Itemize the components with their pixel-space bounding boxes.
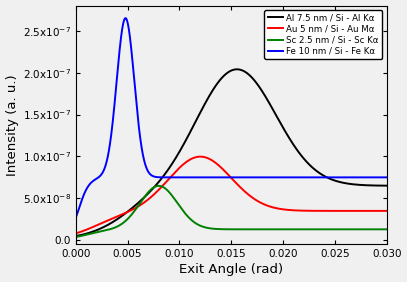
Au 5 nm / Si - Au Mα — [384, 209, 389, 213]
Au 5 nm / Si - Au Mα — [192, 156, 197, 159]
Al 7.5 nm / Si - Al Kα — [73, 234, 78, 238]
Al 7.5 nm / Si - Al Kα — [305, 161, 310, 165]
Al 7.5 nm / Si - Al Kα — [276, 117, 280, 120]
Sc 2.5 nm / Si - Sc Kα — [329, 228, 334, 231]
Fe 10 nm / Si - Fe Kα — [305, 176, 310, 179]
Line: Al 7.5 nm / Si - Al Kα: Al 7.5 nm / Si - Al Kα — [76, 69, 387, 236]
Sc 2.5 nm / Si - Sc Kα — [130, 212, 135, 215]
Fe 10 nm / Si - Fe Kα — [73, 216, 78, 220]
Fe 10 nm / Si - Fe Kα — [130, 57, 135, 61]
Fe 10 nm / Si - Fe Kα — [384, 176, 389, 179]
X-axis label: Exit Angle (rad): Exit Angle (rad) — [179, 263, 283, 276]
Al 7.5 nm / Si - Al Kα — [384, 184, 389, 187]
Line: Au 5 nm / Si - Au Mα: Au 5 nm / Si - Au Mα — [76, 157, 387, 233]
Au 5 nm / Si - Au Mα — [198, 155, 203, 158]
Y-axis label: Intensity (a. u.): Intensity (a. u.) — [6, 74, 19, 176]
Al 7.5 nm / Si - Al Kα — [329, 178, 334, 181]
Au 5 nm / Si - Au Mα — [329, 209, 334, 213]
Line: Fe 10 nm / Si - Fe Kα: Fe 10 nm / Si - Fe Kα — [76, 18, 387, 218]
Sc 2.5 nm / Si - Sc Kα — [156, 184, 161, 188]
Au 5 nm / Si - Au Mα — [260, 202, 265, 205]
Legend: Al 7.5 nm / Si - Al Kα, Au 5 nm / Si - Au Mα, Sc 2.5 nm / Si - Sc Kα, Fe 10 nm /: Al 7.5 nm / Si - Al Kα, Au 5 nm / Si - A… — [264, 10, 383, 59]
Fe 10 nm / Si - Fe Kα — [276, 176, 280, 179]
Al 7.5 nm / Si - Al Kα — [234, 68, 239, 71]
Fe 10 nm / Si - Fe Kα — [192, 176, 197, 179]
Fe 10 nm / Si - Fe Kα — [123, 16, 128, 20]
Au 5 nm / Si - Au Mα — [305, 209, 310, 212]
Al 7.5 nm / Si - Al Kα — [192, 122, 197, 125]
Line: Sc 2.5 nm / Si - Sc Kα: Sc 2.5 nm / Si - Sc Kα — [76, 186, 387, 237]
Sc 2.5 nm / Si - Sc Kα — [192, 221, 197, 224]
Sc 2.5 nm / Si - Sc Kα — [305, 228, 310, 231]
Au 5 nm / Si - Au Mα — [276, 207, 280, 210]
Au 5 nm / Si - Au Mα — [73, 232, 78, 235]
Fe 10 nm / Si - Fe Kα — [329, 176, 334, 179]
Sc 2.5 nm / Si - Sc Kα — [276, 228, 280, 231]
Sc 2.5 nm / Si - Sc Kα — [384, 228, 389, 231]
Al 7.5 nm / Si - Al Kα — [130, 206, 135, 210]
Au 5 nm / Si - Au Mα — [130, 208, 135, 212]
Sc 2.5 nm / Si - Sc Kα — [73, 235, 78, 239]
Fe 10 nm / Si - Fe Kα — [260, 176, 265, 179]
Al 7.5 nm / Si - Al Kα — [260, 90, 265, 93]
Sc 2.5 nm / Si - Sc Kα — [260, 228, 265, 231]
